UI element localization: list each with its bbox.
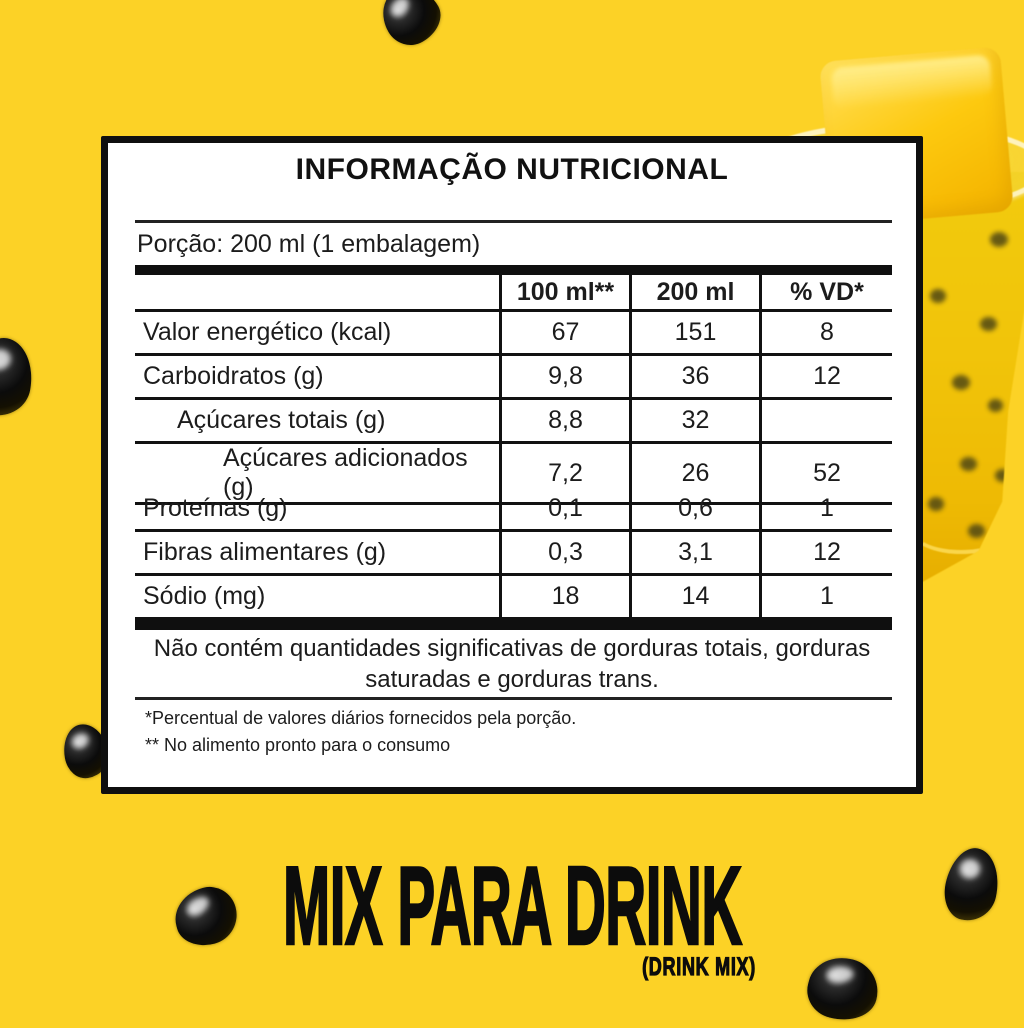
table-row: Açúcares totais (g) 8,8 32 — [135, 400, 892, 444]
row-label: Proteínas (g) — [135, 488, 499, 532]
value-100ml: 0,3 — [499, 532, 629, 576]
cup-base-highlight — [912, 510, 1010, 554]
row-label: Açúcares totais (g) — [135, 400, 499, 444]
table-row: Fibras alimentares (g) 0,3 3,1 12 — [135, 532, 892, 576]
nutrition-table: 100 ml** 200 ml % VD* Valor energético (… — [135, 265, 892, 630]
value-200ml: 26 — [629, 444, 759, 505]
drink-seed-dot — [990, 232, 1008, 247]
product-name-subtitle: (DRINK MIX) — [642, 952, 756, 981]
divider-line — [135, 697, 892, 700]
value-percent-vd — [759, 400, 892, 444]
table-row: Sódio (mg) 18 14 1 — [135, 576, 892, 620]
thick-bar — [135, 265, 892, 275]
value-200ml: 32 — [629, 400, 759, 444]
column-header-blank — [135, 275, 499, 312]
product-name: MIX PARA DRINK — [282, 843, 743, 969]
value-percent-vd: 52 — [759, 444, 892, 505]
cube-top-highlight — [830, 53, 993, 111]
column-header-200ml: 200 ml — [629, 275, 759, 312]
row-label: Açúcares adicionados (g) — [135, 444, 499, 505]
value-percent-vd: 1 — [759, 488, 892, 532]
drink-seed-dot — [995, 469, 1010, 482]
table-row: Açúcares adicionados (g) 7,2 26 52 — [135, 444, 892, 505]
value-percent-vd: 12 — [759, 532, 892, 576]
drink-seed-dot — [928, 497, 944, 511]
row-label: Sódio (mg) — [135, 576, 499, 620]
serving-size-text: Porção: 200 ml (1 embalagem) — [137, 230, 481, 258]
drink-seed-dot — [952, 375, 970, 390]
value-100ml: 0,1 — [499, 488, 629, 532]
divider-line — [135, 220, 892, 223]
value-200ml: 14 — [629, 576, 759, 620]
value-100ml: 67 — [499, 312, 629, 356]
value-200ml: 3,1 — [629, 532, 759, 576]
value-percent-vd: 8 — [759, 312, 892, 356]
nutrition-label-panel: INFORMAÇÃO NUTRICIONAL Porção: 200 ml (1… — [101, 136, 923, 794]
panel-title: INFORMAÇÃO NUTRICIONAL — [295, 153, 729, 186]
table-row: Proteínas (g) 0,1 0,6 1 — [135, 488, 892, 532]
footnote-ready-to-consume: ** No alimento pronto para o consumo — [145, 735, 451, 755]
row-label: Carboidratos (g) — [135, 356, 499, 400]
row-label: Valor energético (kcal) — [135, 312, 499, 356]
drink-seed-dot — [930, 289, 946, 303]
value-100ml: 8,8 — [499, 400, 629, 444]
row-label: Fibras alimentares (g) — [135, 532, 499, 576]
table-header-row: 100 ml** 200 ml % VD* — [135, 275, 892, 312]
value-100ml: 9,8 — [499, 356, 629, 400]
fat-disclaimer-note: Não contém quantidades significativas de… — [153, 635, 871, 693]
value-percent-vd: 1 — [759, 576, 892, 620]
value-200ml: 151 — [629, 312, 759, 356]
footnote-daily-values: *Percentual de valores diários fornecido… — [145, 708, 577, 728]
table-row: Valor energético (kcal) 67 151 8 — [135, 312, 892, 356]
drink-seed-dot — [988, 399, 1003, 412]
column-header-100ml: 100 ml** — [499, 275, 629, 312]
value-100ml: 18 — [499, 576, 629, 620]
drink-seed-dot — [980, 317, 997, 331]
nutrition-rows: Valor energético (kcal) 67 151 8 Carboidrato… — [135, 312, 892, 620]
table-row: Carboidratos (g) 9,8 36 12 — [135, 356, 892, 400]
column-header-percent-vd: % VD* — [759, 275, 892, 312]
thick-bar — [135, 620, 892, 630]
value-100ml: 7,2 — [499, 444, 629, 505]
drink-seed-dot — [960, 457, 977, 471]
value-percent-vd: 12 — [759, 356, 892, 400]
value-200ml: 0,6 — [629, 488, 759, 532]
value-200ml: 36 — [629, 356, 759, 400]
